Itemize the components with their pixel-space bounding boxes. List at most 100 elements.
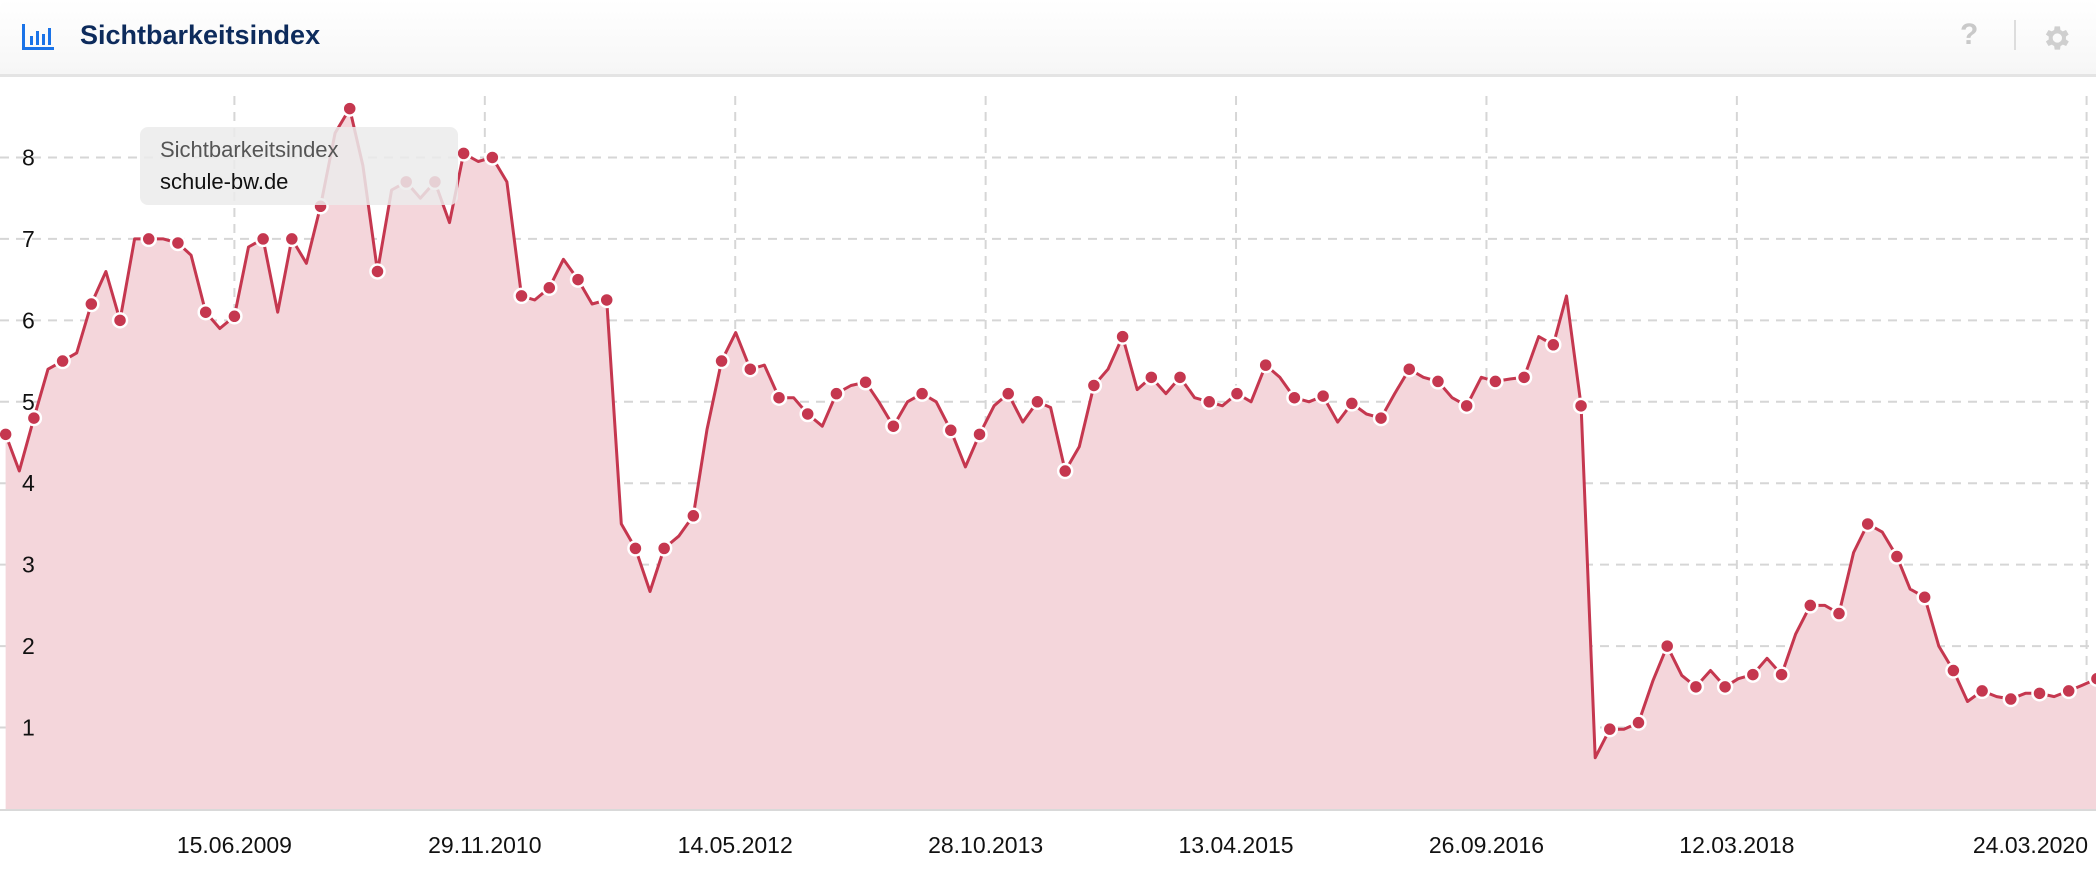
x-tick-label: 12.03.2018 [1679,832,1794,858]
data-point [1372,409,1390,427]
data-point [1830,605,1848,622]
data-point [169,234,187,252]
data-point [1630,714,1647,731]
data-point [655,540,673,557]
data-point [369,263,386,280]
data-point [0,426,14,443]
data-point [598,291,615,309]
data-point [1687,678,1705,696]
data-point [1429,373,1447,390]
data-point [942,422,960,439]
data-point [1458,397,1475,415]
data-point [1401,360,1418,378]
data-point [742,360,759,378]
data-point [799,405,816,423]
data-point [2002,690,2020,708]
data-point [283,230,301,248]
data-point [140,230,157,248]
data-point [1515,369,1533,386]
data-point [2088,670,2096,687]
x-tick-label: 15.06.2009 [177,832,292,858]
tooltip-domain: schule-bw.de [160,169,289,194]
data-point [627,540,644,557]
data-point [857,373,874,391]
data-point [1802,597,1819,614]
x-tick-label: 29.11.2010 [428,832,541,858]
data-point [83,295,100,313]
data-point [828,385,845,402]
chart-tooltip: Sichtbarkeitsindex schule-bw.de [140,127,458,205]
data-point [971,426,988,443]
data-point [569,271,587,288]
data-point [1888,548,1906,565]
data-point [999,385,1017,402]
x-tick-label: 28.10.2013 [928,832,1043,858]
data-point [484,149,501,166]
data-point [455,145,472,162]
y-tick-label: 7 [22,226,35,252]
data-point [541,279,558,297]
data-point [513,287,530,305]
series-markers [0,100,2096,738]
data-point [1085,377,1103,394]
data-point [197,303,214,321]
data-point [1228,385,1246,402]
bar-chart-icon [22,24,54,50]
data-point [685,507,702,525]
data-point [1114,328,1131,345]
data-point [111,312,129,329]
y-tick-label: 2 [22,633,35,659]
data-point [341,100,358,117]
x-tick-label: 14.05.2012 [678,832,793,858]
x-axis: 15.06.2009 29.11.2010 14.05.2012 28.10.2013… [177,832,2088,858]
data-point [54,352,71,370]
data-point [1945,662,1962,679]
data-point [1487,373,1504,390]
y-axis: 1 2 3 4 5 6 7 8 [22,144,35,740]
data-point [1601,720,1619,738]
data-point [913,385,931,402]
data-point [770,389,788,406]
data-point [1314,387,1332,405]
x-tick-label: 26.09.2016 [1429,832,1544,858]
data-point [1171,369,1189,386]
data-point [1143,369,1160,386]
data-point [1744,666,1762,683]
data-point [1716,678,1734,696]
widget-header: Sichtbarkeitsindex ? [0,0,2096,77]
data-point [254,230,272,248]
data-point [885,417,902,435]
data-point [2060,682,2077,700]
data-point [1859,515,1876,533]
question-icon[interactable]: ? [1960,18,1979,51]
y-tick-label: 5 [22,389,35,415]
data-point [1572,397,1590,415]
data-point [1916,588,1933,606]
x-tick-label: 24.03.2020 [1973,832,2088,858]
y-tick-label: 4 [22,470,35,496]
data-point [1773,666,1790,683]
data-point [1200,393,1218,411]
divider [2014,20,2016,50]
tooltip-series-name: Sichtbarkeitsindex [160,137,339,162]
data-point [2031,685,2048,702]
data-point [1286,389,1303,406]
data-point [1545,336,1562,354]
x-tick-label: 13.04.2015 [1178,832,1293,858]
widget-title: Sichtbarkeitsindex [80,20,321,50]
data-point [1343,395,1361,412]
data-point [25,409,43,427]
data-point [1973,682,1991,700]
data-point [226,308,243,325]
data-point [1029,393,1046,411]
data-point [713,352,730,370]
data-point [1257,356,1274,374]
y-tick-label: 8 [22,144,35,170]
data-point [1658,637,1676,655]
gear-icon[interactable] [2040,22,2072,54]
series-area [5,108,2096,809]
y-tick-label: 6 [22,307,35,333]
y-tick-label: 1 [22,715,35,741]
data-point [1056,462,1074,480]
